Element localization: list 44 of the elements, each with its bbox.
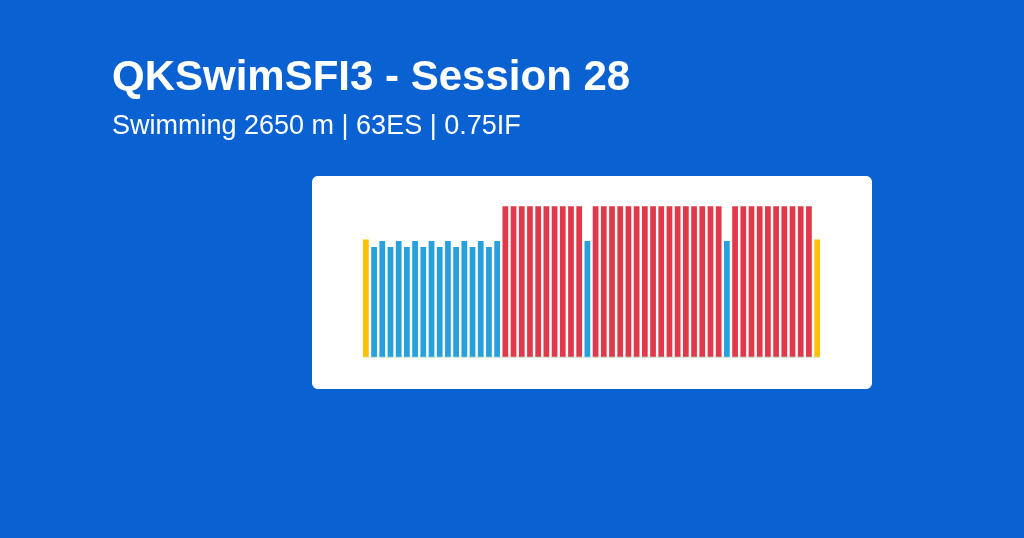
bar: [600, 206, 607, 358]
bar: [412, 240, 418, 358]
bar: [765, 206, 771, 358]
bar: [732, 206, 738, 358]
bar: [806, 206, 812, 358]
bar: [650, 206, 656, 358]
bar: [371, 247, 377, 358]
chart-subtitle: Swimming 2650 m | 63ES | 0.75IF: [112, 110, 521, 140]
bar: [658, 206, 665, 358]
bar: [461, 240, 468, 358]
bar: [715, 206, 722, 358]
bar: [527, 206, 533, 358]
bar: [486, 247, 492, 358]
bar: [682, 206, 689, 358]
bar: [691, 206, 697, 358]
bar: [724, 240, 730, 358]
bar: [617, 206, 624, 358]
bar: [436, 247, 443, 358]
bar: [404, 247, 410, 358]
bar: [568, 206, 574, 358]
bar: [477, 240, 484, 358]
bar: [502, 206, 509, 358]
bar: [773, 206, 779, 358]
bar: [699, 206, 706, 358]
bar: [814, 239, 820, 358]
bar: [674, 206, 681, 358]
bar: [395, 240, 402, 358]
chart-title: QKSwimSFI3 - Session 28: [112, 52, 631, 99]
bar: [641, 206, 648, 358]
bar: [609, 206, 615, 358]
bar: [453, 247, 459, 358]
bar: [518, 206, 525, 358]
bar: [559, 206, 566, 358]
bar: [781, 206, 788, 358]
bar: [494, 240, 501, 358]
bar: [420, 247, 427, 358]
bar: [445, 240, 451, 358]
bar: [363, 239, 369, 358]
bar: [535, 206, 542, 358]
bar: [756, 206, 763, 358]
bar: [576, 206, 583, 358]
bar: [797, 206, 804, 358]
bar: [379, 240, 386, 358]
bar: [740, 206, 747, 358]
